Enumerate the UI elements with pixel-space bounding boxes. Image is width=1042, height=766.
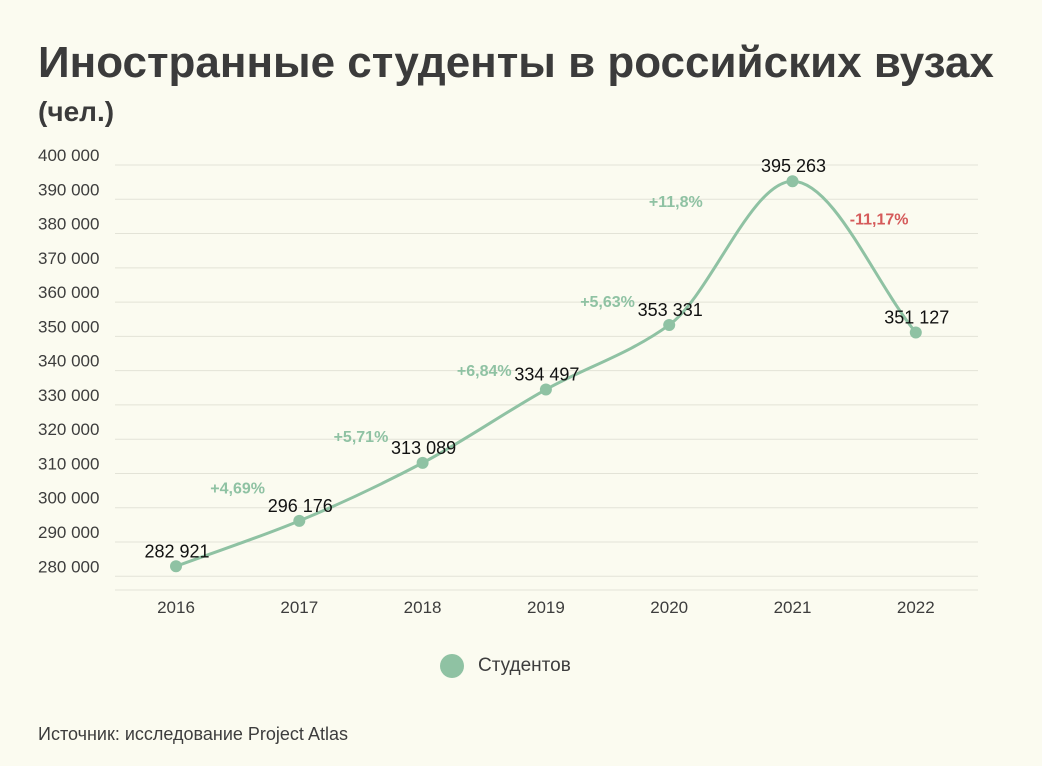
data-label: 351 127: [884, 308, 949, 328]
data-point: [786, 175, 799, 188]
chart-title: Иностранные студенты в российских вузах: [38, 38, 994, 87]
x-tick-label: 2021: [774, 598, 812, 617]
x-tick-label: 2017: [280, 598, 318, 617]
series-points: [170, 175, 922, 573]
data-label: 334 497: [514, 365, 579, 385]
y-axis-ticks: 280 000 290 000 300 000 310 000 320 000 330 0…: [38, 146, 99, 576]
y-tick-label: 290 000: [38, 523, 99, 542]
change-label: +11,8%: [649, 194, 703, 211]
y-tick-label: 330 000: [38, 386, 99, 405]
x-axis-ticks: 2016 2017 2018 2019 2020 2021 2022: [157, 598, 935, 617]
y-tick-label: 380 000: [38, 215, 99, 234]
y-tick-label: 310 000: [38, 454, 99, 473]
x-tick-label: 2020: [650, 598, 688, 617]
x-tick-label: 2019: [527, 598, 565, 617]
data-label: 282 921: [144, 541, 209, 561]
data-point: [170, 560, 182, 573]
y-tick-label: 360 000: [38, 283, 99, 302]
data-label: 395 263: [761, 156, 826, 176]
y-tick-label: 280 000: [38, 557, 99, 576]
y-tick-label: 350 000: [38, 317, 99, 336]
change-label: +5,63%: [580, 294, 635, 311]
data-point: [539, 383, 552, 396]
change-labels: +4,69% +5,71% +6,84% +5,63% +11,8% -11,17%: [210, 194, 908, 497]
x-tick-label: 2016: [157, 598, 195, 617]
x-tick-label: 2018: [404, 598, 442, 617]
data-point: [663, 318, 676, 331]
legend: Студентов: [440, 654, 571, 678]
y-tick-label: 390 000: [38, 180, 99, 199]
data-label: 296 176: [268, 496, 333, 516]
change-label: +4,69%: [210, 481, 265, 498]
x-tick-label: 2022: [897, 598, 935, 617]
y-tick-label: 400 000: [38, 146, 99, 165]
data-point: [909, 326, 922, 339]
change-label: +6,84%: [457, 363, 512, 380]
y-tick-label: 320 000: [38, 420, 99, 439]
data-point: [416, 456, 429, 469]
change-label: +5,71%: [334, 429, 389, 446]
chart-subtitle: (чел.): [38, 96, 115, 127]
data-label: 313 089: [391, 438, 456, 458]
data-label: 353 331: [638, 300, 703, 320]
data-point: [293, 514, 306, 527]
data-labels: 282 921 296 176 313 089 334 497 353 331 395 2…: [144, 156, 949, 561]
y-tick-label: 370 000: [38, 249, 99, 268]
change-label: -11,17%: [850, 212, 909, 229]
y-tick-label: 340 000: [38, 352, 99, 371]
grid-lines: [115, 164, 978, 591]
y-tick-label: 300 000: [38, 489, 99, 508]
legend-label: Студентов: [478, 655, 571, 676]
source-note: Источник: исследование Project Atlas: [38, 724, 348, 744]
legend-marker: [440, 654, 464, 678]
